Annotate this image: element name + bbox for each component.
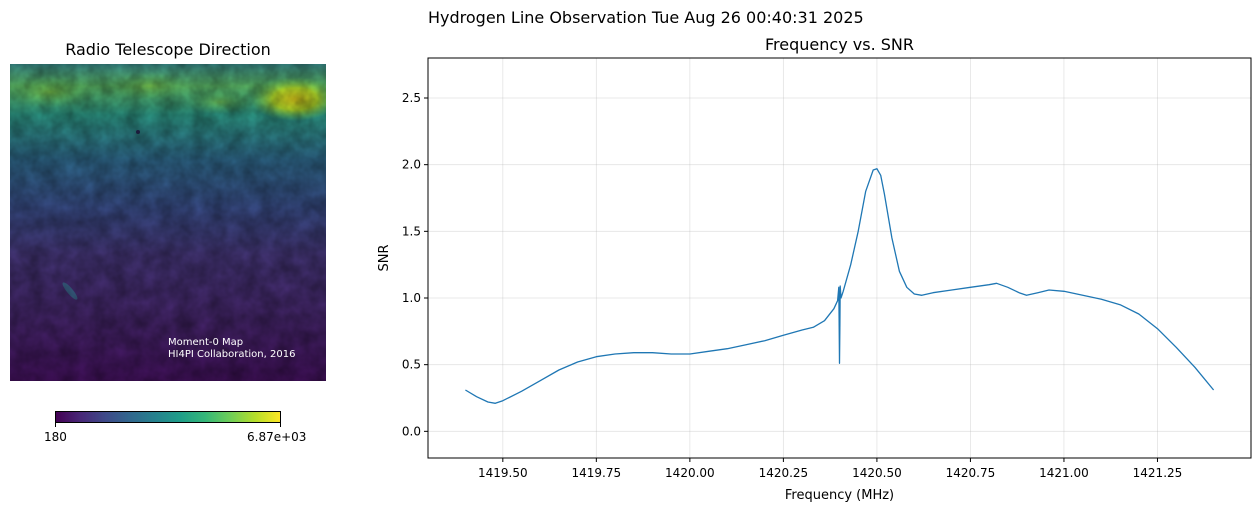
y-tick-label: 2.0 <box>402 158 421 172</box>
colorbar-max-label: 6.87e+03 <box>247 430 307 444</box>
y-tick-label: 2.5 <box>402 91 421 105</box>
x-tick-label: 1420.25 <box>759 466 809 480</box>
map-image <box>10 64 326 381</box>
plot-frame <box>427 57 1252 459</box>
chart-grid <box>428 58 1251 458</box>
x-tick-label: 1419.75 <box>572 466 622 480</box>
x-tick-label: 1419.50 <box>478 466 528 480</box>
map-title: Radio Telescope Direction <box>65 40 271 59</box>
colorbar-min-label: 180 <box>44 430 67 444</box>
map-note-title: Moment-0 Map <box>168 337 244 348</box>
chart-title: Frequency vs. SNR <box>765 35 914 54</box>
map-note-credit: HI4PI Collaboration, 2016 <box>168 349 296 360</box>
chart-ticks: 1419.50 1419.75 1420.00 1420.25 1420.50 1420.… <box>402 91 1182 480</box>
x-tick-label: 1420.50 <box>852 466 902 480</box>
hi-moment0-map: Moment-0 Map HI4PI Collaboration, 2016 <box>10 64 326 381</box>
y-axis-label: SNR <box>377 244 392 271</box>
x-tick-label: 1420.75 <box>946 466 996 480</box>
y-tick-label: 1.0 <box>402 291 421 305</box>
snr-series-line <box>465 168 1215 404</box>
x-tick-label: 1421.25 <box>1133 466 1183 480</box>
x-tick-label: 1421.00 <box>1039 466 1089 480</box>
y-tick-label: 1.5 <box>402 224 421 238</box>
colorbar-tick-min <box>55 423 56 427</box>
x-axis-label: Frequency (MHz) <box>785 488 894 503</box>
x-tick-label: 1420.00 <box>665 466 715 480</box>
figure-title: Hydrogen Line Observation Tue Aug 26 00:… <box>428 8 864 27</box>
colorbar <box>55 411 281 423</box>
chart-series <box>465 168 1215 404</box>
y-tick-label: 0.0 <box>402 424 421 438</box>
y-tick-label: 0.5 <box>402 358 421 372</box>
colorbar-tick-max <box>280 423 281 427</box>
